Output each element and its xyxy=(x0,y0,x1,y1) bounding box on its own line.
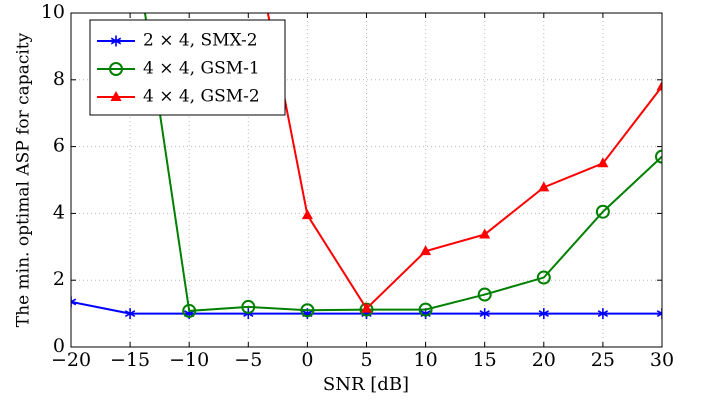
plot-area xyxy=(71,13,662,320)
marker xyxy=(538,308,549,320)
y-tick-label: 6 xyxy=(53,135,65,157)
marker xyxy=(124,308,136,320)
marker xyxy=(418,302,433,317)
marker xyxy=(300,303,315,318)
x-tick-label: −10 xyxy=(169,349,209,371)
legend-marker xyxy=(109,62,123,76)
legend-label: 4 × 4, GSM-1 xyxy=(143,59,260,79)
legend-label: 2 × 4, SMX-2 xyxy=(143,31,258,51)
marker xyxy=(536,270,551,285)
marker xyxy=(656,308,662,320)
y-tick-label: 4 xyxy=(53,201,65,223)
x-tick-label: −15 xyxy=(110,349,150,371)
legend-marker xyxy=(110,35,122,47)
legend: 2 × 4, SMX-2 4 × 4, GSM-1 4 × 4, GSM-2 xyxy=(89,19,286,116)
x-tick-label: 25 xyxy=(591,349,615,371)
y-tick-label: 0 xyxy=(53,335,65,357)
marker xyxy=(597,157,609,168)
x-tick-label: 20 xyxy=(532,349,556,371)
marker xyxy=(71,296,77,308)
marker xyxy=(477,287,492,302)
marker xyxy=(597,308,609,320)
line xyxy=(143,13,662,312)
marker xyxy=(595,204,610,219)
marker xyxy=(420,245,432,256)
marker xyxy=(656,80,662,91)
line xyxy=(266,13,662,311)
marker xyxy=(361,302,372,313)
x-tick-label: −5 xyxy=(234,349,262,371)
y-tick-label: 8 xyxy=(53,68,65,90)
x-axis-label: SNR [dB] xyxy=(323,374,409,395)
marker xyxy=(182,303,197,318)
x-tick-label: 5 xyxy=(360,349,372,371)
marker xyxy=(479,308,490,320)
x-tick-label: 10 xyxy=(414,349,438,371)
x-tick-label: 15 xyxy=(473,349,497,371)
y-tick-label: 2 xyxy=(53,268,65,290)
marker xyxy=(301,209,313,220)
x-tick-label: −20 xyxy=(51,349,91,371)
y-axis-label: The min. optimal ASP for capacity xyxy=(14,32,34,327)
marker xyxy=(538,181,550,192)
legend-label: 4 × 4, GSM-2 xyxy=(143,87,260,107)
x-tick-label: 0 xyxy=(301,349,313,371)
x-tick-label: 30 xyxy=(650,349,674,371)
y-tick-label: 10 xyxy=(41,1,65,23)
legend-marker xyxy=(110,91,122,101)
plot-frame xyxy=(70,12,663,348)
marker xyxy=(241,299,256,314)
marker xyxy=(655,149,662,164)
marker xyxy=(479,228,491,239)
